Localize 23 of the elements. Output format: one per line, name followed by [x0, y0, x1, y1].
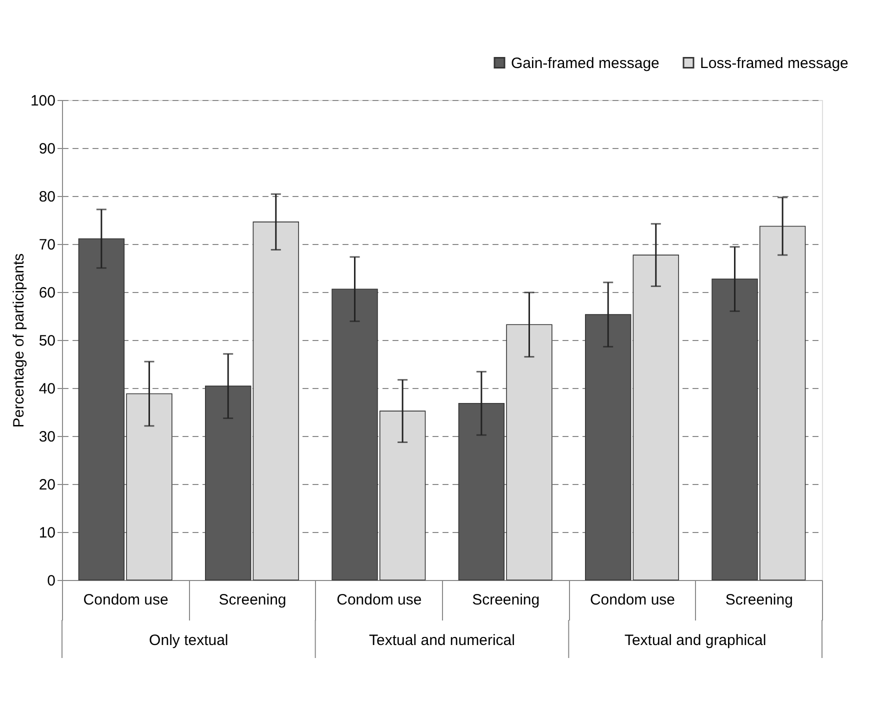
y-tick-label: 0 — [47, 572, 56, 590]
legend-label: Gain-framed message — [511, 54, 660, 72]
y-tick-label: 80 — [38, 188, 56, 206]
x-tick-label: Screening — [472, 592, 540, 608]
y-tick-label: 50 — [38, 332, 56, 350]
y-tick-label: 60 — [38, 284, 56, 302]
y-tick-label: 20 — [38, 476, 56, 494]
x-tick-label: Screening — [725, 592, 793, 608]
x-tick-label: Condom use — [336, 592, 422, 608]
y-tick-label: 70 — [38, 236, 56, 254]
y-tick-label: 40 — [38, 380, 56, 398]
y-tick-label: 90 — [38, 140, 56, 158]
y-axis-title: Percentage of participants — [10, 253, 28, 428]
x-tick-label: Screening — [218, 592, 286, 608]
y-tick-label: 10 — [38, 524, 56, 542]
text: Textual and numerical — [369, 632, 515, 649]
x-tick-label: Condom use — [83, 592, 168, 608]
text: Only textual — [149, 632, 228, 649]
y-tick-label: 100 — [30, 92, 56, 110]
legend-label: Loss-framed message — [700, 54, 848, 72]
y-tick-label: 30 — [38, 428, 56, 446]
text: Textual and graphical — [624, 632, 766, 649]
x-tick-label: Condom use — [590, 592, 676, 608]
